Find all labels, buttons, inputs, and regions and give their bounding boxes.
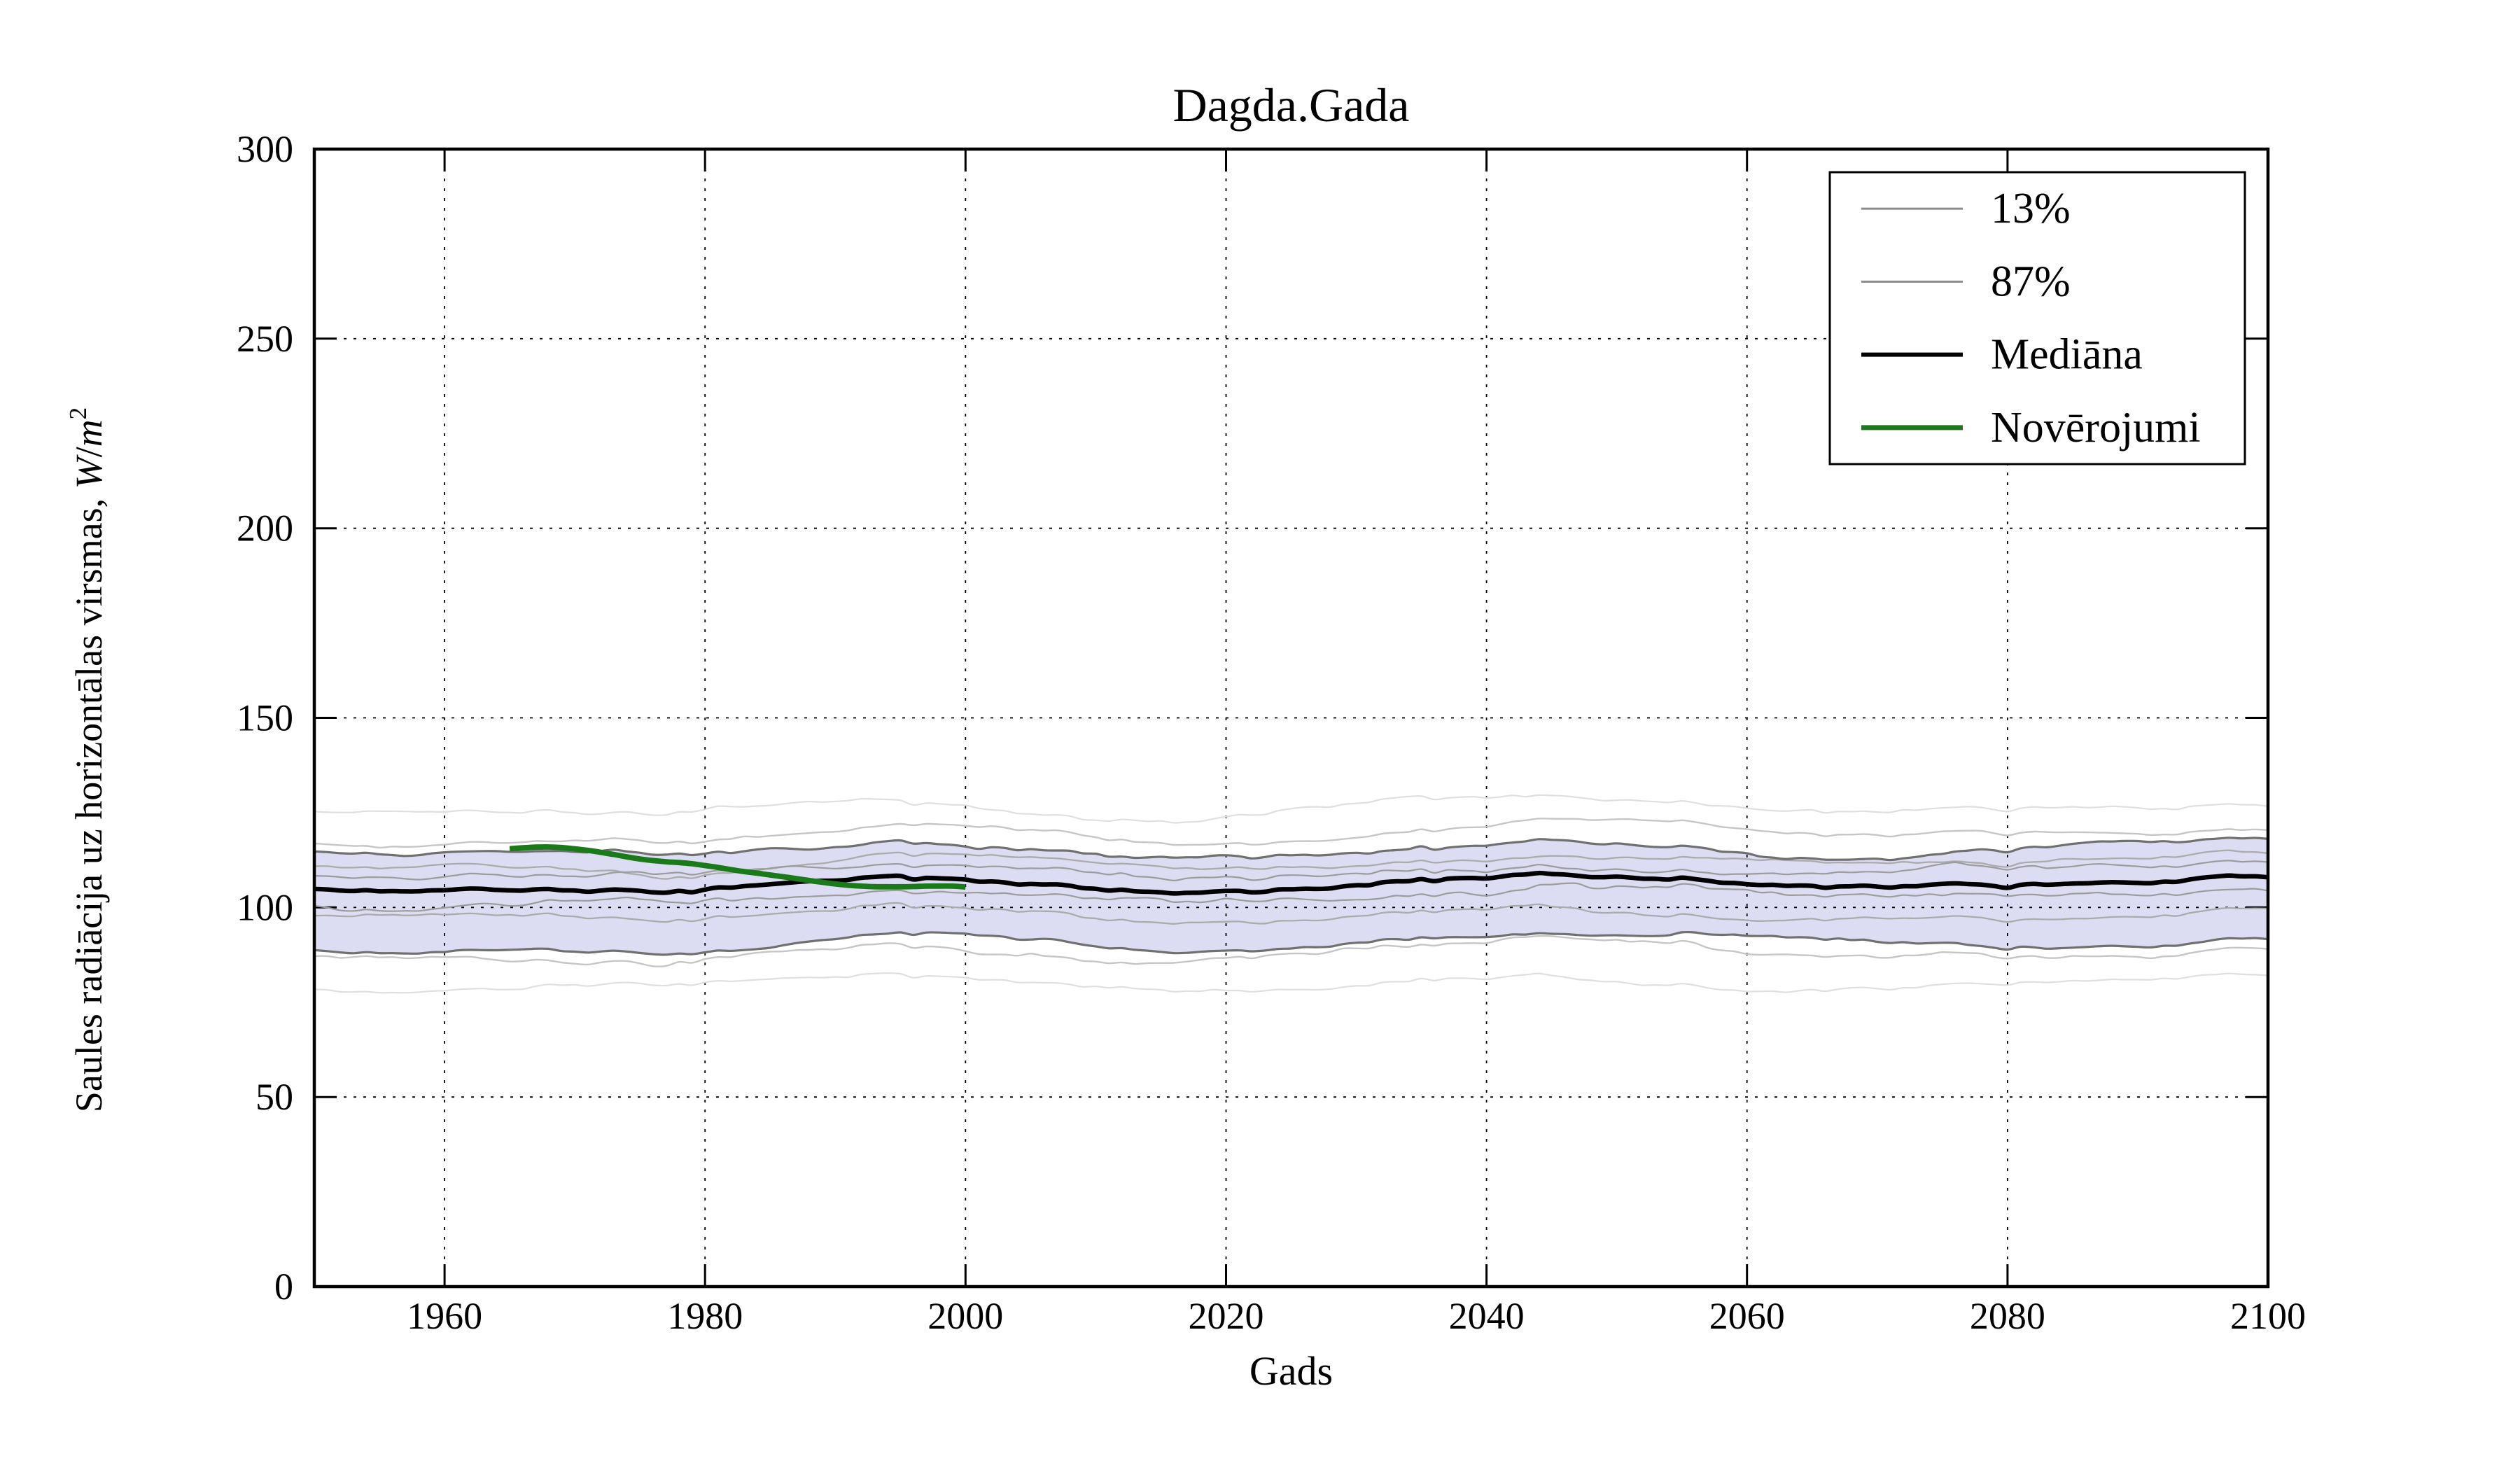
- svg-text:Gads: Gads: [1250, 1348, 1333, 1394]
- svg-text:Mediāna: Mediāna: [1991, 331, 2143, 379]
- svg-text:1960: 1960: [407, 1295, 482, 1337]
- svg-text:2060: 2060: [1709, 1295, 1785, 1337]
- svg-text:300: 300: [237, 128, 293, 170]
- svg-text:250: 250: [237, 318, 293, 360]
- svg-text:2100: 2100: [2230, 1295, 2306, 1337]
- svg-text:1980: 1980: [667, 1295, 743, 1337]
- svg-text:50: 50: [255, 1076, 293, 1118]
- svg-text:2080: 2080: [1970, 1295, 2045, 1337]
- svg-text:2040: 2040: [1449, 1295, 1525, 1337]
- svg-text:100: 100: [237, 886, 293, 928]
- svg-text:87%: 87%: [1991, 258, 2071, 305]
- svg-text:Saules radiācija uz horizontāl: Saules radiācija uz horizontālas virsmas…: [64, 407, 110, 1112]
- svg-text:150: 150: [237, 697, 293, 739]
- svg-text:2000: 2000: [927, 1295, 1003, 1337]
- svg-text:2020: 2020: [1189, 1295, 1264, 1337]
- svg-text:200: 200: [237, 507, 293, 550]
- svg-text:Dagda.Gada: Dagda.Gada: [1173, 78, 1410, 132]
- svg-text:0: 0: [274, 1266, 293, 1308]
- svg-text:13%: 13%: [1991, 185, 2071, 232]
- svg-text:Novērojumi: Novērojumi: [1991, 404, 2201, 451]
